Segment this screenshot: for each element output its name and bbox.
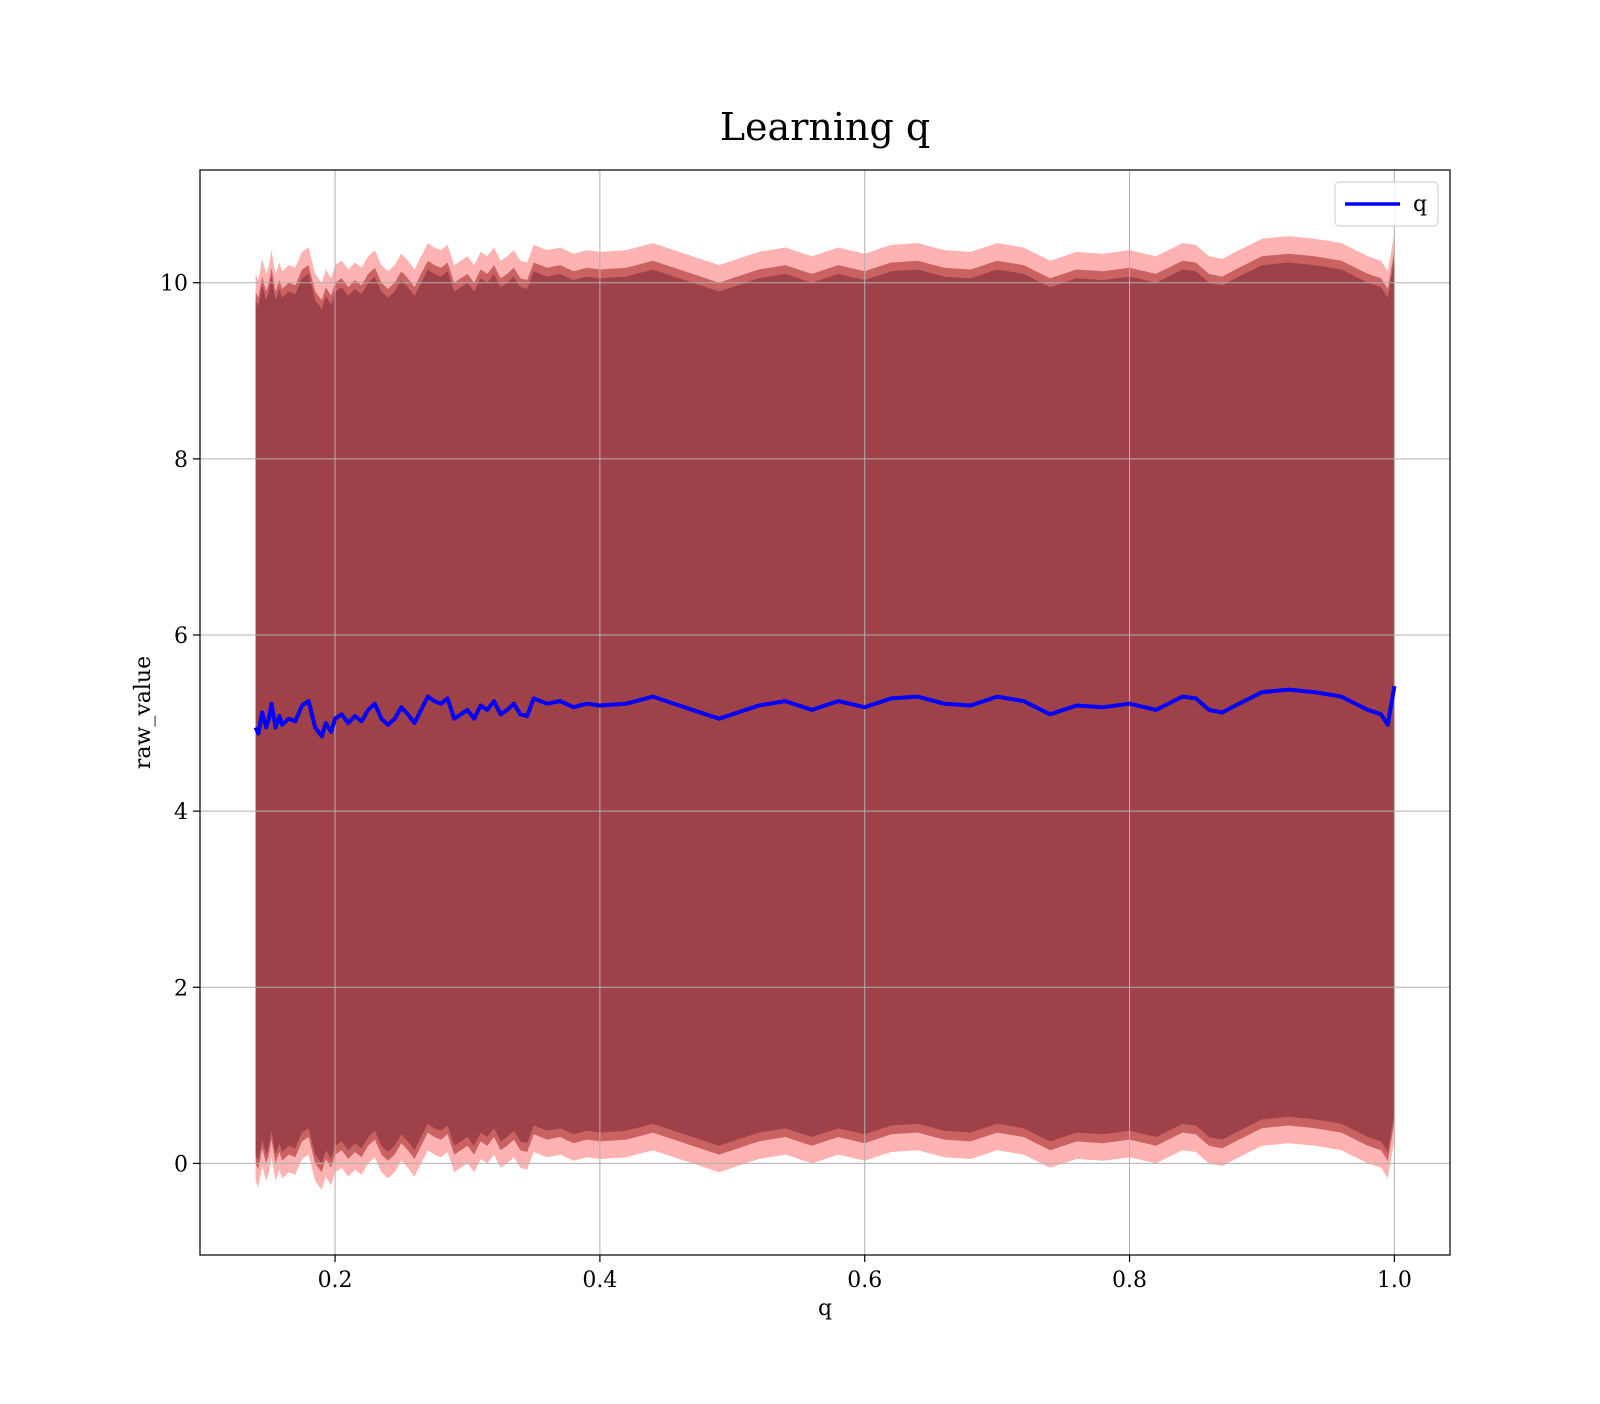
series-lines: [253, 685, 1397, 739]
y-tick-label-2: 4: [174, 800, 188, 825]
x-tick-label-0: 0.2: [318, 1268, 353, 1293]
y-tick-label-3: 6: [174, 624, 188, 649]
legend: q: [1334, 181, 1439, 227]
grid-lines: [200, 170, 1450, 1255]
x-tick-label-2: 0.6: [847, 1268, 882, 1293]
chart-title: Learning q: [720, 105, 930, 149]
y-tick-label-5: 10: [160, 272, 188, 297]
confidence-band-2: [255, 258, 1395, 1164]
x-tick-label-1: 0.4: [582, 1268, 617, 1293]
y-tick-label-1: 2: [174, 976, 188, 1001]
y-tick-label-4: 8: [174, 448, 188, 473]
x-axis-ticks: 0.2 0.4 0.6 0.8 1.0: [318, 1255, 1412, 1293]
confidence-band-1: [255, 250, 1395, 1173]
y-tick-label-0: 0: [174, 1152, 188, 1177]
plot-area-frame: [199, 169, 1451, 1256]
confidence-band-0: [255, 232, 1395, 1190]
legend-label-q: q: [1413, 192, 1427, 217]
x-tick-label-3: 0.8: [1112, 1268, 1147, 1293]
y-axis-ticks: 0 2 4 6 8 10: [160, 272, 200, 1177]
series-line-q: [253, 685, 1397, 739]
confidence-bands: [255, 232, 1395, 1190]
y-axis-label: raw_value: [131, 656, 156, 769]
x-axis-label: q: [818, 1296, 832, 1321]
x-tick-label-4: 1.0: [1377, 1268, 1412, 1293]
